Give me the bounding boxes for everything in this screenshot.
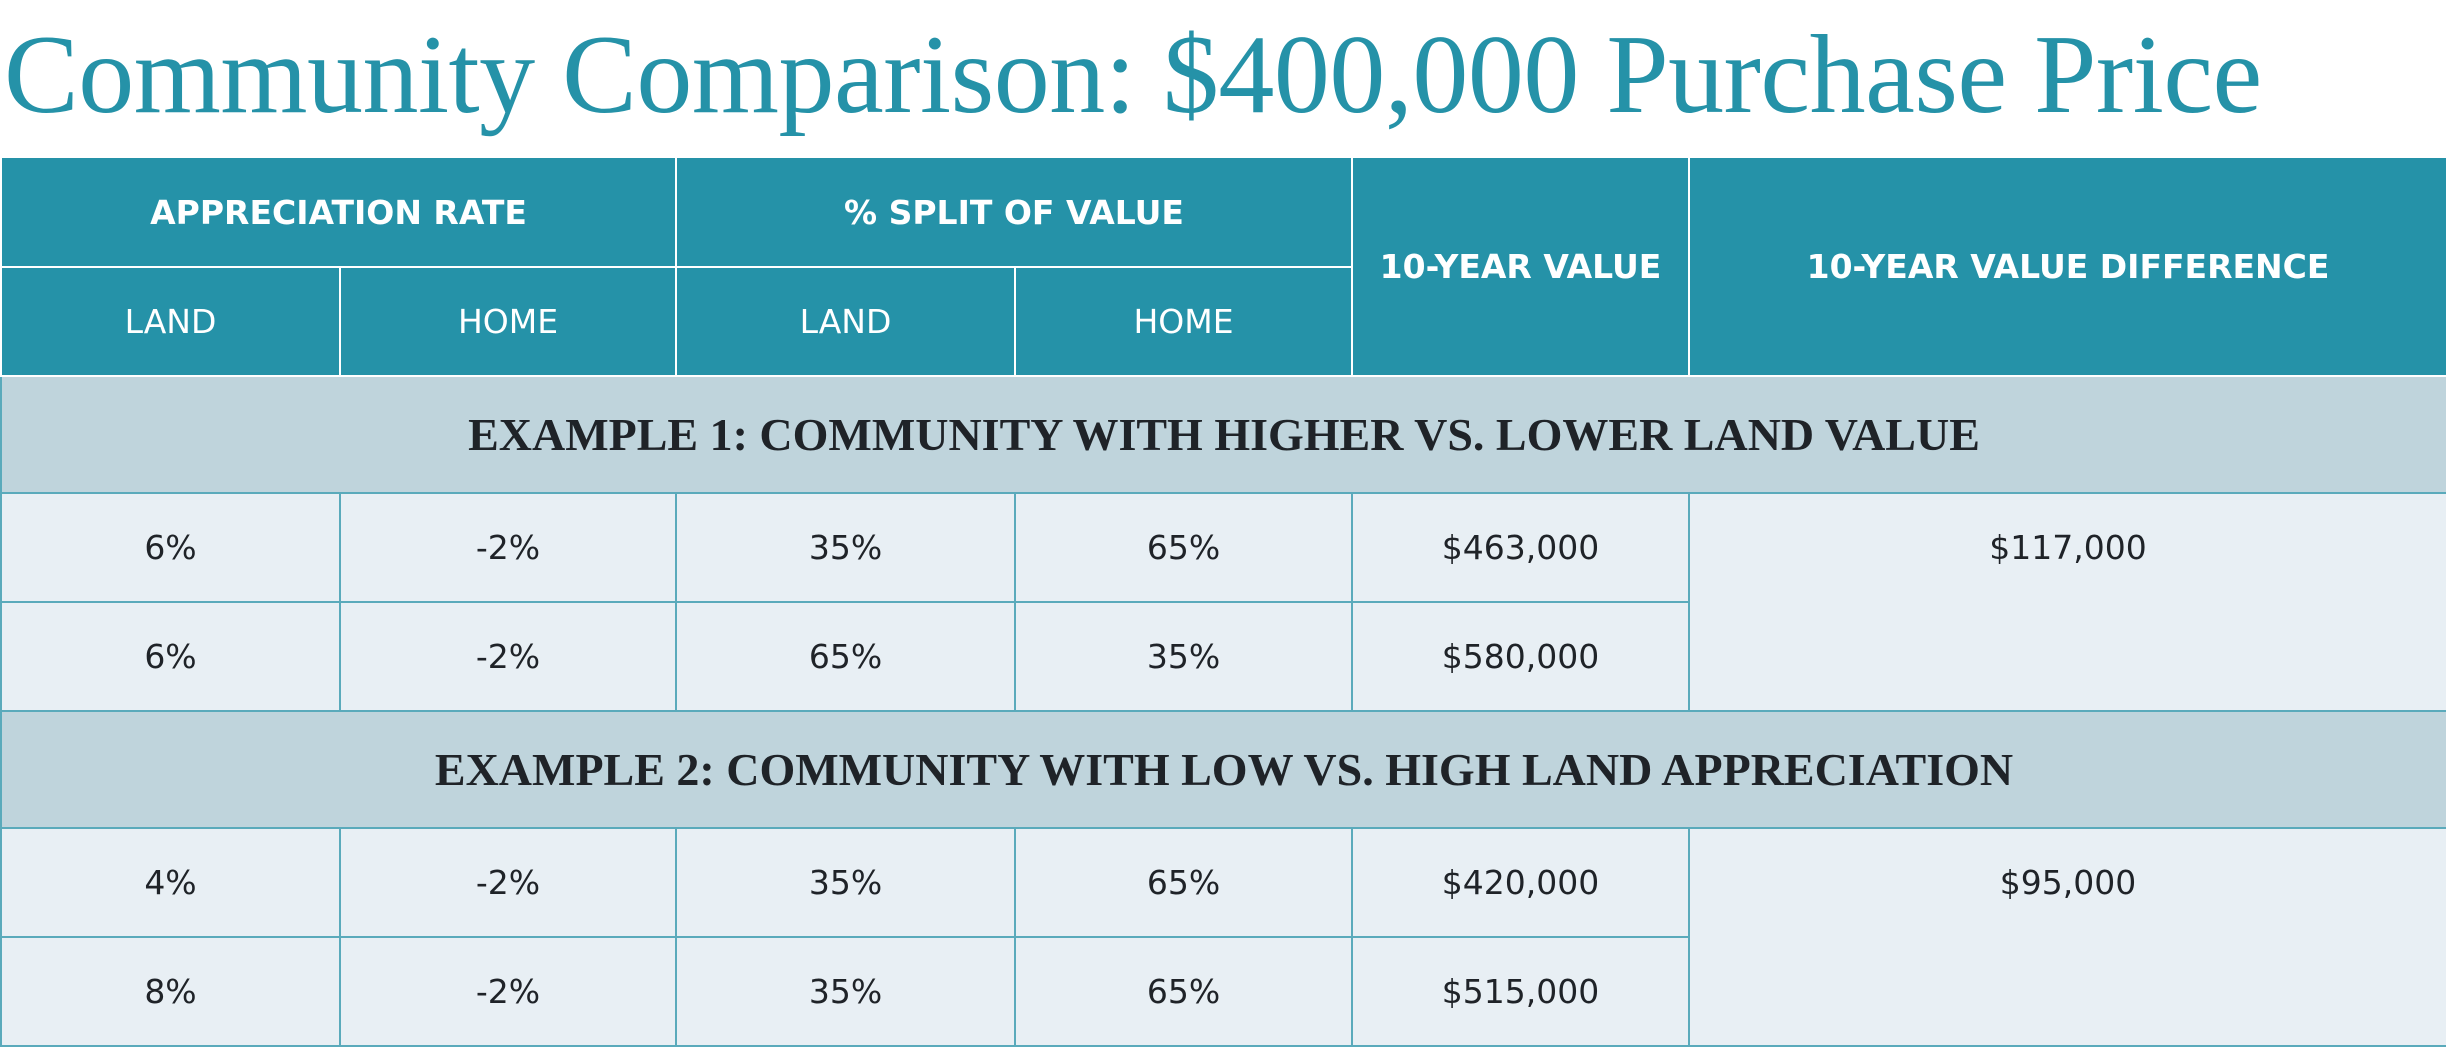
data-cell: 35% — [675, 827, 1017, 938]
data-cell: 65% — [1014, 827, 1354, 938]
data-cell: 35% — [1014, 601, 1354, 712]
data-cell: $463,000 — [1351, 492, 1691, 603]
data-cell: 35% — [675, 936, 1017, 1047]
header-cell: 10-YEAR VALUE — [1351, 156, 1691, 377]
data-cell: -2% — [338, 601, 678, 712]
data-cell: 65% — [1014, 936, 1354, 1047]
data-cell: 8% — [0, 936, 341, 1047]
page-title: Community Comparison: $400,000 Purchase … — [4, 13, 2262, 137]
difference-cell: $95,000 — [1688, 827, 2446, 1047]
header-cell: % SPLIT OF VALUE — [675, 156, 1354, 268]
data-cell: 65% — [1014, 492, 1354, 603]
subheader-cell: HOME — [1014, 266, 1354, 377]
comparison-table: APPRECIATION RATE % SPLIT OF VALUE 10-YE… — [0, 156, 2446, 1047]
table-body: EXAMPLE 1: COMMUNITY WITH HIGHER VS. LOW… — [0, 375, 2446, 1047]
data-row: 6% -2% 35% 65% $463,000 $117,000 — [0, 492, 2446, 712]
section-title: EXAMPLE 1: COMMUNITY WITH HIGHER VS. LOW… — [0, 375, 2446, 494]
data-row: 8% -2% 35% 65% $515,000 — [0, 936, 2446, 1047]
data-cell: -2% — [338, 492, 678, 603]
data-row: 6% -2% 65% 35% $580,000 — [0, 601, 2446, 712]
data-cell: 6% — [0, 601, 341, 712]
data-cell: 6% — [0, 492, 341, 603]
section-row: EXAMPLE 1: COMMUNITY WITH HIGHER VS. LOW… — [0, 375, 2446, 494]
data-cell: $515,000 — [1351, 936, 1691, 1047]
data-row: 4% -2% 35% 65% $420,000 $95,000 — [0, 827, 2446, 1047]
header-cell: 10-YEAR VALUE DIFFERENCE — [1688, 156, 2446, 377]
data-cell: $420,000 — [1351, 827, 1691, 938]
section-title: EXAMPLE 2: COMMUNITY WITH LOW VS. HIGH L… — [0, 710, 2446, 829]
subheader-cell: LAND — [0, 266, 341, 377]
data-cell: 4% — [0, 827, 341, 938]
difference-cell: $117,000 — [1688, 492, 2446, 712]
data-cell: -2% — [338, 936, 678, 1047]
section-row: EXAMPLE 2: COMMUNITY WITH LOW VS. HIGH L… — [0, 710, 2446, 829]
data-cell: 65% — [675, 601, 1017, 712]
subheader-cell: LAND — [675, 266, 1017, 377]
data-cell: 35% — [675, 492, 1017, 603]
data-cell: -2% — [338, 827, 678, 938]
subheader-cell: HOME — [338, 266, 678, 377]
data-cell: $580,000 — [1351, 601, 1691, 712]
header-cell: APPRECIATION RATE — [0, 156, 678, 268]
